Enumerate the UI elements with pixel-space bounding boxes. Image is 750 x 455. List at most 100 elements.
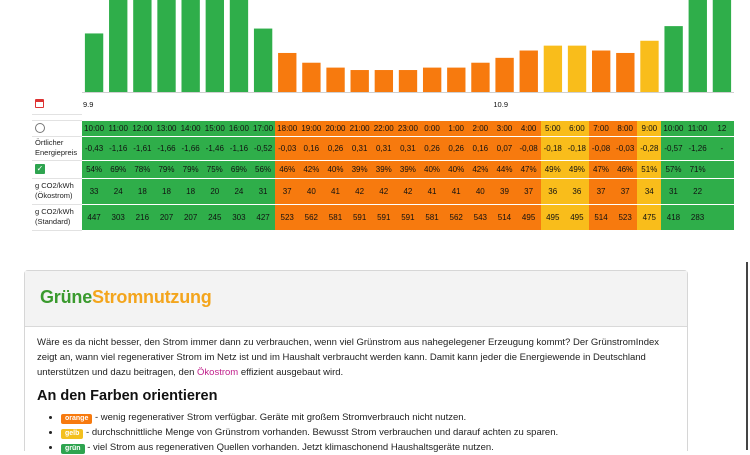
- time-row: 10:00 11:00 12:00 13:00 14:00 15:00 16:00 17:00…: [32, 120, 734, 137]
- co2-std-row-cell: 523: [613, 204, 638, 231]
- green-share-row-cell: 54%: [82, 160, 107, 179]
- bar-21:00[interactable]: [350, 70, 369, 92]
- price-row-cell: 0,31: [371, 136, 396, 161]
- bar-13:00[interactable]: [157, 0, 176, 92]
- bar-11:00[interactable]: [688, 0, 707, 93]
- price-row-cell: 0,26: [444, 136, 469, 161]
- bar-4:00[interactable]: [519, 50, 538, 92]
- bar-2:00[interactable]: [471, 62, 490, 92]
- bar-9:00[interactable]: [640, 40, 659, 92]
- price-row: Örtlicher Energiepreis -0,43 -1,16 -1,61 -1,…: [32, 136, 734, 161]
- spacer-cell: [444, 114, 469, 121]
- spacer-cell: [516, 114, 541, 121]
- date-cell: [516, 96, 541, 115]
- bar-14:00[interactable]: [181, 0, 200, 92]
- green-share-row-cell: 46%: [275, 160, 300, 179]
- co2-std-row-cell: 245: [202, 204, 227, 231]
- bar-15:00[interactable]: [205, 0, 224, 93]
- date-cell: [202, 96, 227, 115]
- time-row-cell: 22:00: [371, 120, 396, 137]
- bar-10:00[interactable]: [84, 33, 104, 92]
- spacer-cell: [419, 114, 445, 121]
- time-row-cell: 11:00: [685, 120, 710, 137]
- bar-18:00[interactable]: [278, 52, 297, 92]
- green-badge: grün: [61, 444, 85, 454]
- date-cell: [323, 96, 348, 115]
- price-row-cell: -1,46: [202, 136, 227, 161]
- price-row-cell: -1,66: [178, 136, 203, 161]
- bar-1:00[interactable]: [447, 67, 466, 92]
- bar-17:00[interactable]: [253, 28, 273, 93]
- co2-eco-row-cell: 36: [540, 178, 565, 205]
- bar-5:00[interactable]: [543, 45, 563, 92]
- date-row: 9.9 10.9: [32, 96, 734, 115]
- bar-7:00[interactable]: [592, 50, 611, 92]
- green-share-row-cell: [709, 160, 734, 179]
- gruene-stromnutzung-logo[interactable]: GrüneStromnutzung: [40, 287, 212, 308]
- bar-8:00[interactable]: [616, 52, 635, 92]
- co2-std-row-cell: 475: [637, 204, 662, 231]
- green-share-row: ✓ 54% 69% 78% 79% 79% 75% 69% 56% 46% 42% 40% 39% 39%…: [32, 160, 734, 179]
- date-cell: [444, 96, 469, 115]
- time-row-cell: 20:00: [323, 120, 348, 137]
- calendar-icon: [35, 98, 44, 108]
- green-share-row-cell: 69%: [106, 160, 131, 179]
- bar-23:00[interactable]: [398, 70, 418, 92]
- spacer-cell: [275, 114, 300, 121]
- bar-3:00[interactable]: [495, 57, 514, 92]
- co2-eco-row-cell: 18: [130, 178, 155, 205]
- co2-eco-row-cell: 42: [347, 178, 372, 205]
- co2-eco-row-cell: 41: [323, 178, 348, 205]
- co2-std-row-cell: 581: [323, 204, 348, 231]
- price-row-cell: 0,26: [419, 136, 445, 161]
- bar-16:00[interactable]: [229, 0, 249, 93]
- date-cell: [564, 96, 589, 115]
- co2-eco-row-cell: 24: [226, 178, 251, 205]
- co2-eco-row-cell: [709, 178, 734, 205]
- green-share-row-cell: 40%: [444, 160, 469, 179]
- co2-std-row-cell: 283: [685, 204, 710, 231]
- price-row-cell: -1,16: [106, 136, 131, 161]
- bar-22:00[interactable]: [374, 70, 394, 92]
- bar-10:00[interactable]: [664, 26, 683, 92]
- bar-20:00[interactable]: [326, 67, 345, 92]
- legend-item-green: grün - viel Strom aus regenerativen Quel…: [61, 440, 675, 455]
- time-row-cell: 12:00: [130, 120, 155, 137]
- co2-std-row: g CO2/kWh (Standard) 447 303 216 207 207 245 30…: [32, 204, 734, 231]
- co2-eco-row-cell: 37: [588, 178, 614, 205]
- legend-text-yellow: - durchschnittliche Menge von Grünstrom …: [83, 427, 559, 438]
- bar-19:00[interactable]: [302, 62, 321, 92]
- bar-0:00[interactable]: [422, 67, 442, 92]
- price-row-cell: 0,16: [299, 136, 324, 161]
- spacer-cell: [178, 114, 203, 121]
- spacer-cell: [613, 114, 638, 121]
- scrollbar-edge: [746, 262, 748, 450]
- date-cell: [685, 96, 710, 115]
- green-share-row-label: ✓: [32, 160, 82, 179]
- green-share-row-cell: 57%: [661, 160, 686, 179]
- date-label-cell: [32, 96, 82, 115]
- price-row-cell: -0,57: [661, 136, 686, 161]
- bar-12[interactable]: [712, 0, 732, 92]
- spacer-cell: [226, 114, 251, 121]
- time-row-cell: 11:00: [106, 120, 131, 137]
- bar-12:00[interactable]: [133, 0, 152, 93]
- time-row-cell: 16:00: [226, 120, 251, 137]
- spacer-cell: [468, 114, 493, 121]
- date-label: 9.9: [82, 96, 107, 115]
- time-row-cell: 12: [709, 120, 734, 137]
- oekostrom-link[interactable]: Ökostrom: [197, 367, 239, 378]
- yellow-badge: gelb: [61, 429, 84, 439]
- date-cell: [250, 96, 276, 115]
- bar-11:00[interactable]: [109, 0, 128, 93]
- legend-item-orange: orange - wenig regenerativer Strom verfü…: [61, 410, 675, 425]
- co2-eco-row-cell: 24: [106, 178, 131, 205]
- price-row-cell: -0,03: [613, 136, 638, 161]
- price-row-cell: -0,18: [564, 136, 589, 161]
- co2-std-row-cell: 591: [347, 204, 372, 231]
- co2-eco-row-cell: 20: [202, 178, 227, 205]
- green-share-row-cell: 79%: [154, 160, 179, 179]
- bar-6:00[interactable]: [567, 45, 587, 92]
- date-cell: [347, 96, 372, 115]
- time-row-cell: 14:00: [178, 120, 203, 137]
